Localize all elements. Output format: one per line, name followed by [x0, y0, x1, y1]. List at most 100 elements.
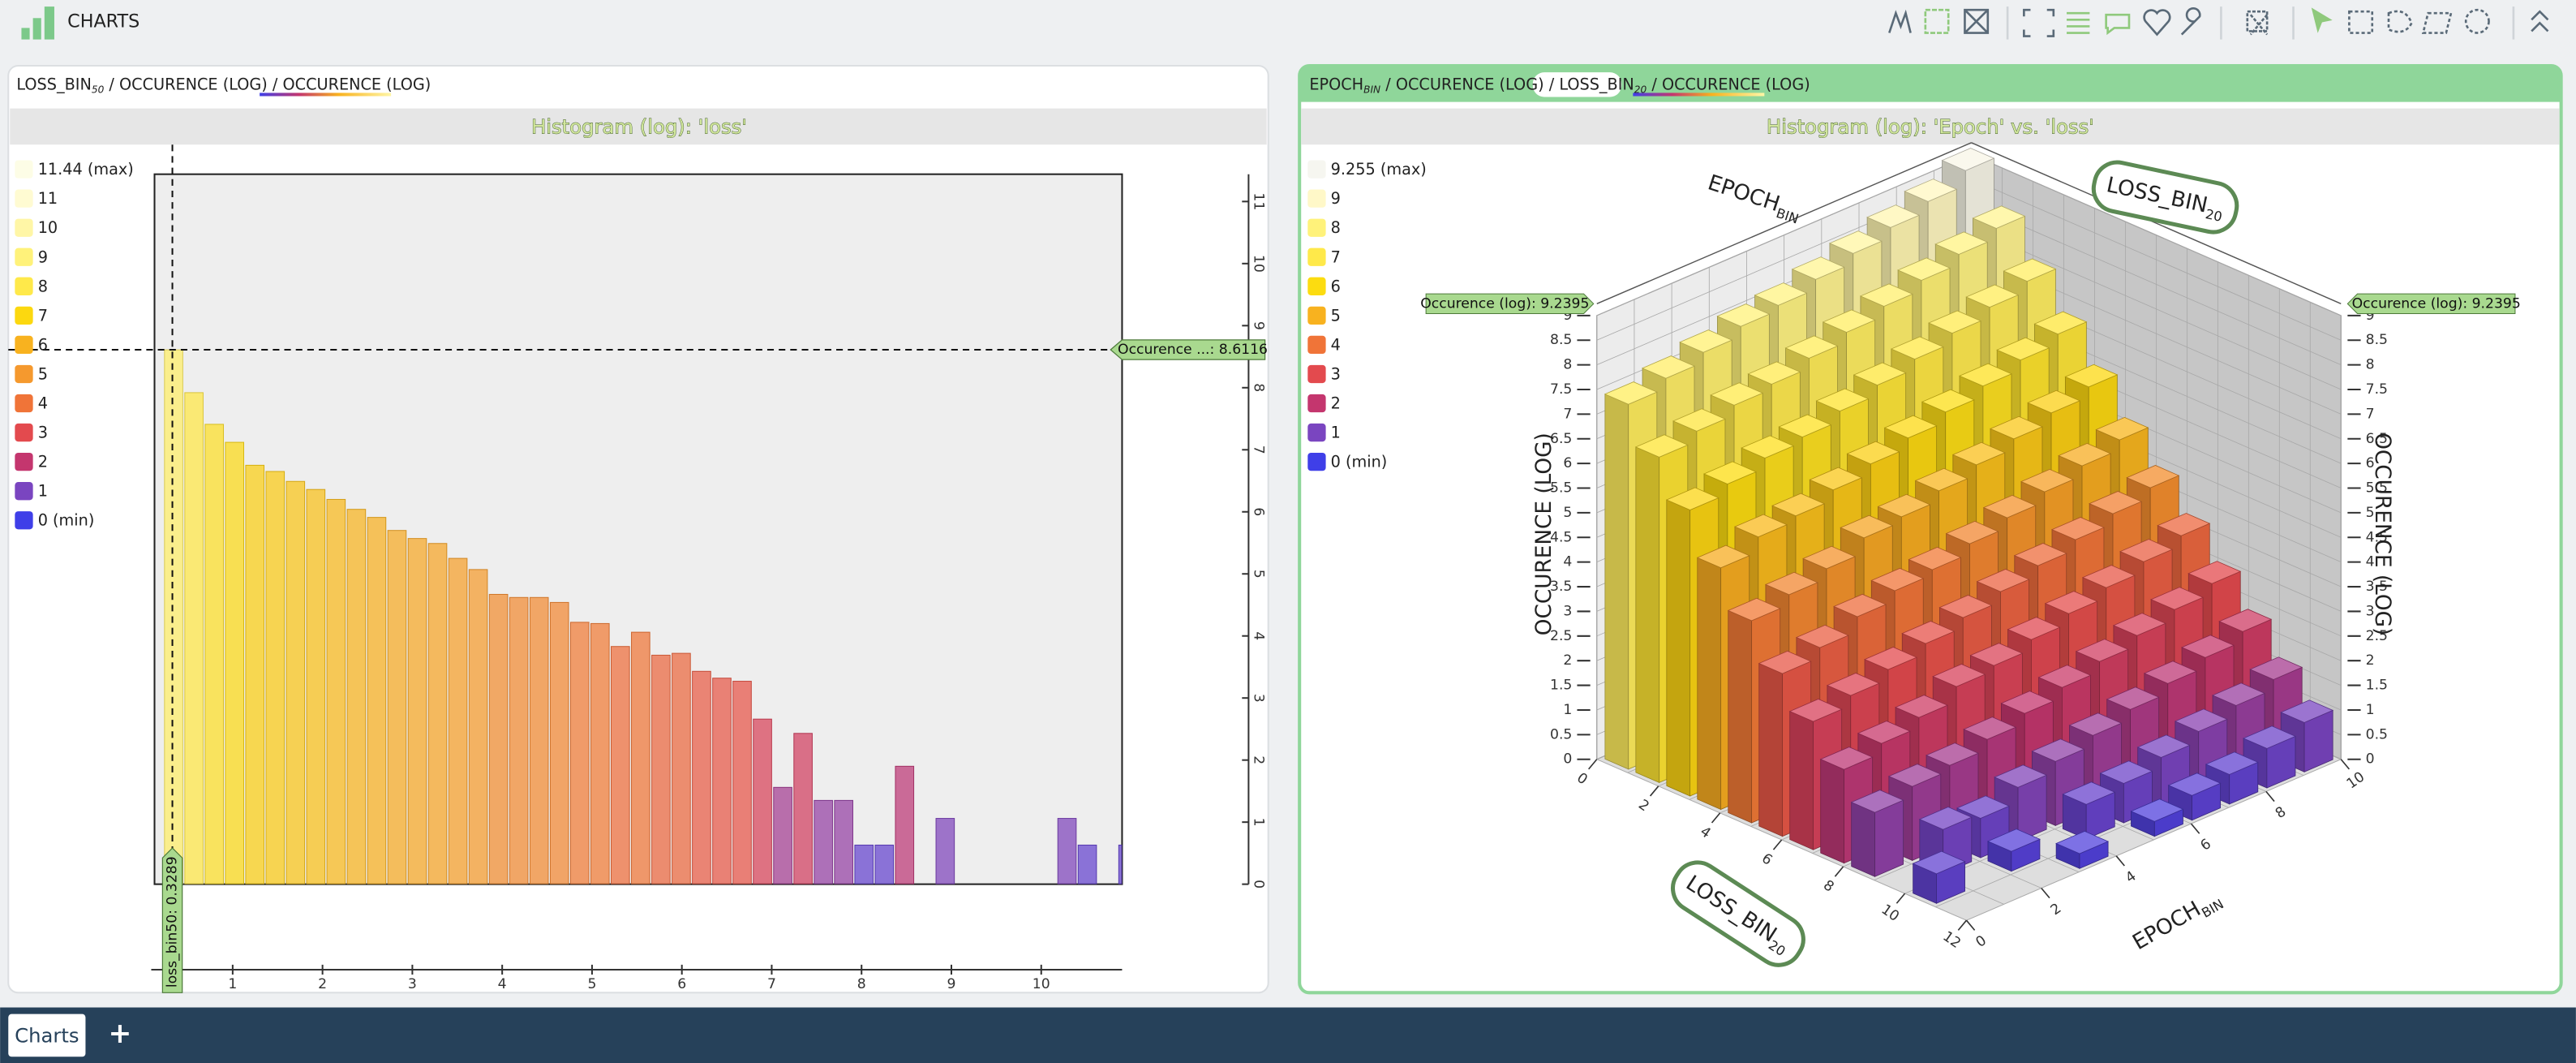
bar — [164, 349, 183, 884]
bar — [326, 498, 346, 884]
x-tick — [1711, 812, 1721, 824]
z-tick-label: 1.5 — [1550, 678, 1572, 694]
tool-icon[interactable] — [1924, 8, 1950, 34]
breadcrumb[interactable]: EPOCHBIN / OCCURENCE (LOG) / LOSS_BIN20 … — [1309, 75, 1810, 95]
x-tick-label: 2 — [318, 976, 327, 992]
grid-line — [1971, 179, 2342, 341]
legend-swatch — [15, 482, 33, 501]
add-tab[interactable]: + — [109, 1018, 132, 1050]
bar-top — [1989, 415, 2043, 440]
tool-icon[interactable] — [2180, 7, 2201, 36]
legend-label: 0 (min) — [38, 511, 95, 530]
legend-label: 9 — [1331, 189, 1341, 208]
y-tick-label: 8 — [1251, 383, 1267, 392]
tool-icon[interactable] — [2023, 8, 2055, 37]
crosshair-label: Occurence (log): 9.2395 — [1420, 295, 1589, 312]
z-tick-label: 6 — [2366, 455, 2375, 471]
bar-top — [2119, 539, 2174, 562]
legend-swatch — [1307, 306, 1326, 325]
x-tick — [1772, 839, 1783, 850]
tab[interactable] — [8, 1014, 86, 1057]
tool-icon[interactable] — [2464, 8, 2490, 34]
legend-swatch — [1307, 452, 1326, 471]
collapse-icon[interactable] — [2531, 10, 2549, 32]
z-tick-label: 7 — [1563, 406, 1572, 422]
z-tick-label: 5.5 — [2366, 480, 2388, 497]
breadcrumb-item: OCCURENCE (LOG) — [119, 75, 268, 93]
bar-top — [1870, 567, 1925, 592]
breadcrumb-underline — [1633, 93, 1765, 97]
bar-top — [2181, 635, 2235, 658]
bar-face — [1758, 662, 1784, 837]
axis-title-box — [2091, 160, 2239, 235]
bar-top — [1934, 231, 1989, 255]
z-tick-label: 8.5 — [1550, 332, 1572, 348]
y-tick — [2115, 855, 2125, 867]
tool-icon[interactable] — [2067, 11, 2090, 34]
bar — [407, 538, 427, 884]
toolbar[interactable] — [1888, 6, 2549, 40]
bar-top — [1833, 593, 1887, 618]
bars — [164, 349, 1123, 884]
legend-label: 5 — [38, 364, 48, 383]
bar-top — [1901, 621, 1956, 644]
bar-top — [2187, 561, 2242, 584]
bar-face — [1728, 609, 1753, 824]
bar-top — [1982, 494, 2037, 519]
bar-top — [2112, 613, 2166, 636]
bar-3d — [1850, 790, 1904, 877]
legend-swatch — [15, 277, 33, 295]
tool-icon[interactable] — [2105, 13, 2131, 36]
tool-icon[interactable] — [2421, 11, 2453, 34]
bar-top — [1972, 205, 2026, 229]
bar-top — [2242, 725, 2296, 749]
legend-swatch — [15, 394, 33, 413]
bar-top — [1932, 664, 1986, 687]
legend-swatch — [1307, 247, 1326, 266]
axis-title: OCCURENCE (LOG) — [1532, 433, 1556, 635]
bar-top — [2044, 591, 2098, 614]
legend-swatch — [15, 218, 33, 237]
bar-top — [2055, 830, 2110, 854]
legend-label: 2 — [1331, 394, 1341, 413]
tool-icon[interactable] — [1888, 9, 1912, 33]
bar — [590, 622, 610, 884]
bar-top — [1741, 435, 1795, 458]
bar — [346, 509, 367, 884]
tool-icon[interactable] — [2143, 9, 2171, 37]
bar-top — [2064, 364, 2119, 388]
breadcrumb-separator: / — [1380, 75, 1396, 93]
y-tick — [2190, 823, 2200, 834]
bar-top — [1926, 742, 1980, 766]
bar-top — [1864, 647, 1918, 670]
x-tick — [1957, 919, 1968, 931]
bar-face — [1874, 799, 1904, 877]
grid-line — [1971, 228, 2342, 390]
z-tick-label: 0.5 — [1550, 726, 1572, 742]
breadcrumb-item: LOSS_BIN — [16, 75, 91, 93]
legend-swatch — [15, 511, 33, 530]
bar-face — [1604, 394, 1629, 770]
tool-icon[interactable] — [2348, 10, 2374, 34]
crosshair-tag — [1110, 339, 1266, 360]
bar — [874, 844, 895, 884]
bar-top — [2143, 661, 2197, 684]
breadcrumb-item: EPOCH — [1309, 75, 1363, 93]
tool-icon[interactable] — [2311, 7, 2333, 33]
legend-label: 7 — [38, 306, 48, 325]
breadcrumb-item: LOSS_BIN — [1559, 75, 1634, 93]
tool-icon[interactable] — [2246, 10, 2269, 36]
bar — [834, 799, 853, 884]
bar-top — [1665, 487, 1719, 510]
legend-label: 4 — [1331, 335, 1341, 354]
bar-top — [1642, 355, 1696, 379]
tool-icon[interactable] — [1964, 8, 1990, 34]
breadcrumb[interactable]: LOSS_BIN50 / OCCURENCE (LOG) / OCCURENCE… — [16, 75, 431, 95]
z-tick-label: 1 — [2366, 702, 2375, 718]
bar — [814, 799, 833, 884]
breadcrumb-separator: / — [1544, 75, 1560, 93]
legend-label: 1 — [1331, 424, 1341, 442]
bar-top — [1959, 363, 2013, 387]
tab-label[interactable]: Charts — [15, 1023, 79, 1047]
bar-top — [2062, 781, 2116, 805]
